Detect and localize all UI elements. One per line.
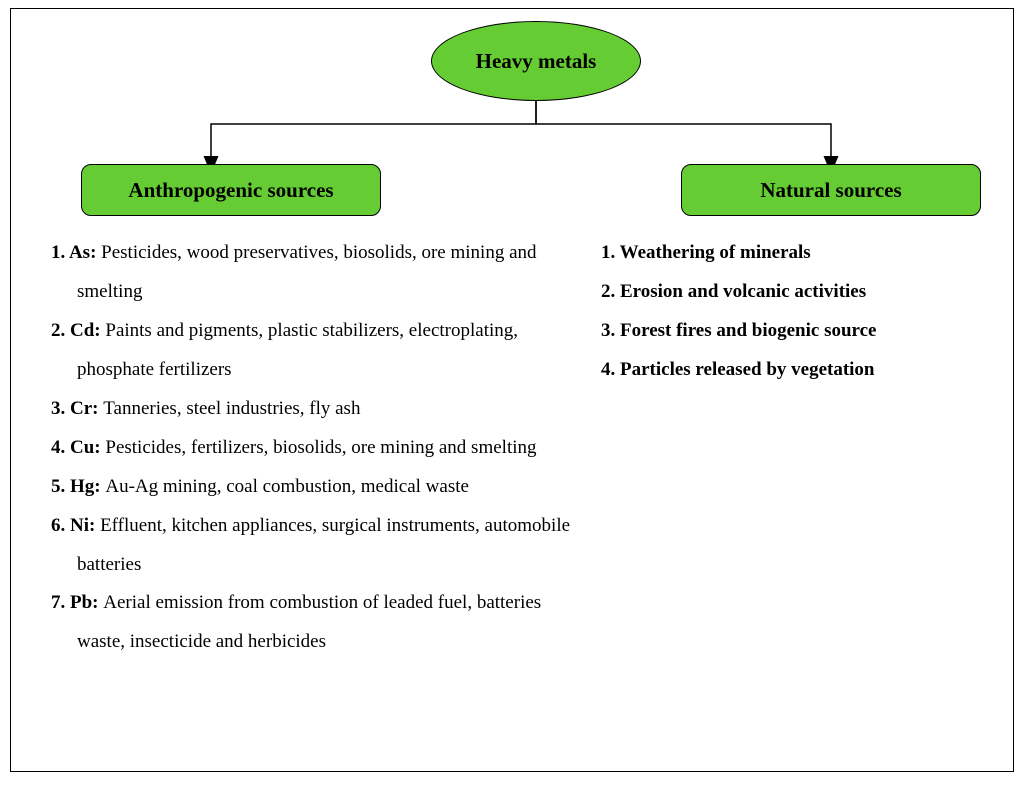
item-number: 3.: [51, 398, 70, 419]
branch-natural-label: Natural sources: [760, 178, 901, 203]
item-rest: Aerial emission from combustion of leade…: [77, 592, 541, 652]
root-label: Heavy metals: [476, 49, 597, 74]
item-lead: Erosion and volcanic activities: [620, 281, 866, 302]
item-number: 7.: [51, 592, 70, 613]
item-lead: Particles released by vegetation: [620, 359, 875, 380]
list-item: 7. Pb: Aerial emission from combustion o…: [51, 584, 581, 662]
item-lead: Forest fires and biogenic source: [620, 320, 876, 341]
item-number: 1.: [601, 242, 620, 263]
item-rest: Tanneries, steel industries, fly ash: [103, 398, 360, 419]
list-item: 5. Hg: Au-Ag mining, coal combustion, me…: [51, 468, 581, 507]
list-anthropogenic: 1. As: Pesticides, wood preservatives, b…: [51, 234, 581, 662]
branch-anthropogenic-label: Anthropogenic sources: [128, 178, 333, 203]
item-lead: Cu:: [70, 437, 105, 458]
item-number: 3.: [601, 320, 620, 341]
list-item: 1. As: Pesticides, wood preservatives, b…: [51, 234, 581, 312]
item-lead: Weathering of minerals: [620, 242, 811, 263]
list-natural: 1. Weathering of minerals2. Erosion and …: [601, 234, 1001, 390]
item-lead: As:: [69, 242, 101, 263]
item-rest: Au-Ag mining, coal combustion, medical w…: [105, 476, 469, 497]
item-number: 4.: [51, 437, 70, 458]
item-number: 4.: [601, 359, 620, 380]
list-item: 3. Forest fires and biogenic source: [601, 312, 1001, 351]
item-number: 5.: [51, 476, 70, 497]
list-item: 2. Erosion and volcanic activities: [601, 273, 1001, 312]
list-item: 1. Weathering of minerals: [601, 234, 1001, 273]
item-number: 2.: [51, 320, 70, 341]
list-item: 6. Ni: Effluent, kitchen appliances, sur…: [51, 507, 581, 585]
list-item: 3. Cr: Tanneries, steel industries, fly …: [51, 390, 581, 429]
item-lead: Cd:: [70, 320, 105, 341]
root-node: Heavy metals: [431, 21, 641, 101]
item-rest: Pesticides, wood preservatives, biosolid…: [77, 242, 537, 302]
edge-root-to-right: [536, 101, 831, 159]
item-rest: Pesticides, fertilizers, biosolids, ore …: [105, 437, 536, 458]
item-lead: Pb:: [70, 592, 103, 613]
item-number: 2.: [601, 281, 620, 302]
item-number: 6.: [51, 515, 70, 536]
item-lead: Cr:: [70, 398, 103, 419]
branch-anthropogenic: Anthropogenic sources: [81, 164, 381, 216]
branch-natural: Natural sources: [681, 164, 981, 216]
edge-root-to-left: [211, 101, 536, 159]
diagram-frame: Heavy metals Anthropogenic sources Natur…: [10, 8, 1014, 772]
list-item: 4. Particles released by vegetation: [601, 351, 1001, 390]
item-lead: Ni:: [70, 515, 100, 536]
item-lead: Hg:: [70, 476, 105, 497]
list-item: 2. Cd: Paints and pigments, plastic stab…: [51, 312, 581, 390]
item-rest: Effluent, kitchen appliances, surgical i…: [77, 515, 570, 575]
item-rest: Paints and pigments, plastic stabilizers…: [77, 320, 518, 380]
item-number: 1.: [51, 242, 69, 263]
list-item: 4. Cu: Pesticides, fertilizers, biosolid…: [51, 429, 581, 468]
